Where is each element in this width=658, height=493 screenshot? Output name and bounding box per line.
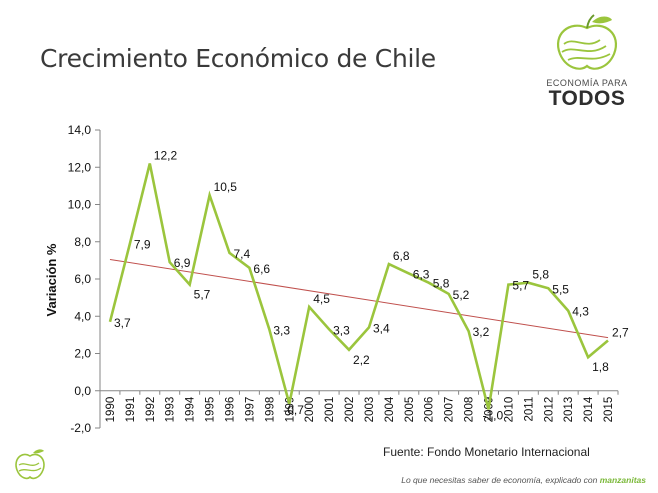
y-tick-label: 12,0 <box>68 160 92 174</box>
data-label: 5,7 <box>194 288 211 302</box>
footer-apple-icon <box>15 449 45 480</box>
data-label: 12,2 <box>154 149 178 163</box>
y-tick-label: 0,0 <box>74 384 91 398</box>
y-tick-label: 6,0 <box>74 272 91 286</box>
x-tick-label: 2006 <box>424 397 436 423</box>
y-tick-label: 2,0 <box>74 347 91 361</box>
data-label: 4,3 <box>572 305 589 319</box>
tagline-brand: manzanitas <box>599 475 646 485</box>
data-label: 7,9 <box>134 238 151 252</box>
data-label: -0,7 <box>283 403 304 417</box>
data-label: 6,6 <box>253 262 270 276</box>
y-axis-label: Variación % <box>44 243 59 316</box>
data-label: 6,9 <box>174 256 191 270</box>
x-tick-label: 2008 <box>464 397 476 423</box>
data-label: -1,0 <box>483 408 504 422</box>
source-note: Fuente: Fondo Monetario Internacional <box>383 445 590 459</box>
y-tick-label: 10,0 <box>68 198 92 212</box>
x-tick-label: 1999 <box>284 397 296 423</box>
x-tick-label: 2001 <box>324 397 336 423</box>
data-label: 2,2 <box>353 353 370 367</box>
x-tick-label: 1994 <box>185 396 197 422</box>
x-tick-label: 2000 <box>304 397 316 423</box>
x-tick-label: 2007 <box>444 397 456 423</box>
x-tick-label: 1995 <box>205 397 217 423</box>
x-tick-label: 1992 <box>145 397 157 423</box>
x-tick-label: 2010 <box>503 397 515 423</box>
brand-line2: TODOS <box>548 87 626 110</box>
data-label: 3,7 <box>114 316 131 330</box>
x-tick-label: 2002 <box>344 397 356 423</box>
data-label: 3,3 <box>273 323 290 337</box>
x-tick-label: 1998 <box>264 397 276 423</box>
data-label: 3,4 <box>373 321 390 335</box>
data-label: 5,7 <box>512 279 529 293</box>
x-tick-label: 2015 <box>603 397 615 423</box>
x-tick-label: 2005 <box>404 397 416 423</box>
x-tick-label: 2004 <box>384 396 396 422</box>
data-label: 2,7 <box>612 325 629 339</box>
data-label: 3,3 <box>333 323 350 337</box>
brand-line1: ECONOMÍA PARA <box>546 78 628 88</box>
data-label: 5,8 <box>532 268 549 282</box>
x-tick-label: 1990 <box>105 397 117 423</box>
green-apple-icon <box>557 14 617 70</box>
data-label: 5,5 <box>552 282 569 296</box>
x-tick-label: 2012 <box>543 397 555 423</box>
data-label: 6,8 <box>393 249 410 263</box>
page-title: Crecimiento Económico de Chile <box>40 44 436 73</box>
data-label: 7,4 <box>234 247 251 261</box>
x-tick-label: 1991 <box>125 397 137 423</box>
y-tick-label: 14,0 <box>68 123 92 137</box>
data-label: 1,8 <box>592 360 609 374</box>
data-label: 10,5 <box>214 180 238 194</box>
x-tick-label: 2014 <box>583 396 595 422</box>
x-tick-label: 1993 <box>165 397 177 423</box>
data-label: 6,3 <box>413 267 430 281</box>
data-label: 5,2 <box>453 288 470 302</box>
data-label: 3,2 <box>473 325 490 339</box>
data-label: 4,5 <box>313 292 330 306</box>
data-label: 5,8 <box>433 277 450 291</box>
x-tick-label: 1996 <box>225 397 237 423</box>
y-tick-label: -2,0 <box>70 421 91 435</box>
y-tick-label: 4,0 <box>74 309 91 323</box>
x-tick-label: 1997 <box>244 397 256 423</box>
x-tick-label: 2011 <box>523 397 535 422</box>
x-tick-label: 2003 <box>364 397 376 423</box>
tagline-text: Lo que necesitas saber de economía, expl… <box>401 475 600 485</box>
x-tick-label: 2013 <box>563 397 575 423</box>
y-tick-label: 8,0 <box>74 235 91 249</box>
brand-logo: ECONOMÍA PARA TODOS <box>532 14 642 110</box>
tagline: Lo que necesitas saber de economía, expl… <box>401 475 646 485</box>
series-line <box>108 163 609 410</box>
